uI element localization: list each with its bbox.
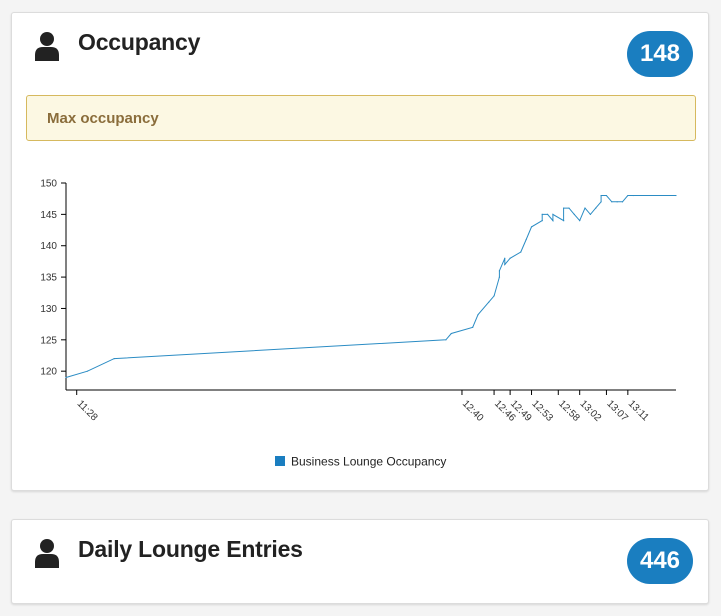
data-point: [498, 276, 501, 278]
daily-entries-title: Daily Lounge Entries: [78, 536, 303, 562]
person-icon: [35, 32, 59, 61]
x-tick-label: 13:11: [626, 398, 651, 423]
max-occupancy-alert: Max occupancy: [26, 95, 696, 141]
y-tick-label: 125: [40, 335, 57, 346]
data-point: [472, 326, 474, 328]
x-tick-label: 13:02: [578, 398, 604, 424]
data-point: [621, 201, 624, 203]
data-point: [584, 207, 586, 209]
daily-entries-count-badge: 446: [627, 538, 693, 584]
data-point: [541, 220, 543, 222]
data-point: [450, 332, 452, 335]
person-icon: [35, 539, 59, 568]
data-point: [520, 251, 522, 253]
y-tick-label: 140: [40, 241, 57, 252]
data-point: [568, 207, 570, 209]
data-point: [675, 194, 677, 197]
data-point: [611, 201, 613, 203]
x-tick-label: 13:07: [604, 398, 630, 424]
data-point: [579, 220, 581, 222]
x-tick-label: 12:53: [529, 398, 555, 424]
legend-label: Business Lounge Occupancy: [291, 455, 446, 469]
data-point: [65, 376, 67, 379]
data-point: [445, 339, 447, 341]
data-point: [552, 213, 554, 215]
occupancy-count-badge: 148: [627, 31, 693, 77]
data-point: [616, 201, 618, 203]
data-point: [477, 314, 479, 316]
occupancy-title: Occupancy: [78, 29, 201, 55]
data-point: [530, 226, 533, 228]
data-point: [509, 257, 511, 259]
x-tick-label: 12:40: [460, 398, 486, 424]
data-point: [627, 194, 629, 197]
series-line: [65, 195, 676, 378]
data-point: [488, 301, 490, 303]
data-point: [595, 207, 597, 209]
y-tick-label: 145: [40, 210, 57, 221]
data-point: [493, 295, 495, 297]
data-point: [605, 194, 608, 197]
data-point: [552, 220, 554, 222]
daily-entries-header: Daily Lounge Entries 446: [12, 520, 708, 590]
data-point: [600, 194, 602, 197]
y-tick-label: 120: [40, 367, 57, 378]
data-point: [504, 257, 506, 259]
y-tick-label: 150: [40, 179, 57, 190]
x-tick-label: 11:28: [75, 398, 100, 423]
data-point: [525, 238, 527, 241]
data-point: [498, 270, 501, 272]
data-point: [589, 213, 591, 215]
legend-swatch: [275, 456, 285, 466]
x-tick-label: 12:58: [556, 398, 582, 424]
data-point: [546, 213, 549, 215]
data-point: [563, 220, 565, 222]
data-point: [632, 194, 634, 197]
data-point: [86, 370, 89, 372]
occupancy-card: Occupancy 148 Max occupancy 120 125 130 135…: [11, 12, 709, 491]
occupancy-header: Occupancy 148: [12, 13, 708, 83]
data-point: [541, 213, 543, 215]
data-point: [563, 207, 565, 209]
y-tick-label: 135: [40, 273, 57, 284]
data-point: [113, 358, 115, 360]
data-point: [573, 213, 575, 215]
data-point: [504, 263, 506, 266]
y-tick-label: 130: [40, 304, 57, 315]
data-point: [600, 201, 602, 203]
daily-entries-card: Daily Lounge Entries 446: [11, 519, 709, 604]
